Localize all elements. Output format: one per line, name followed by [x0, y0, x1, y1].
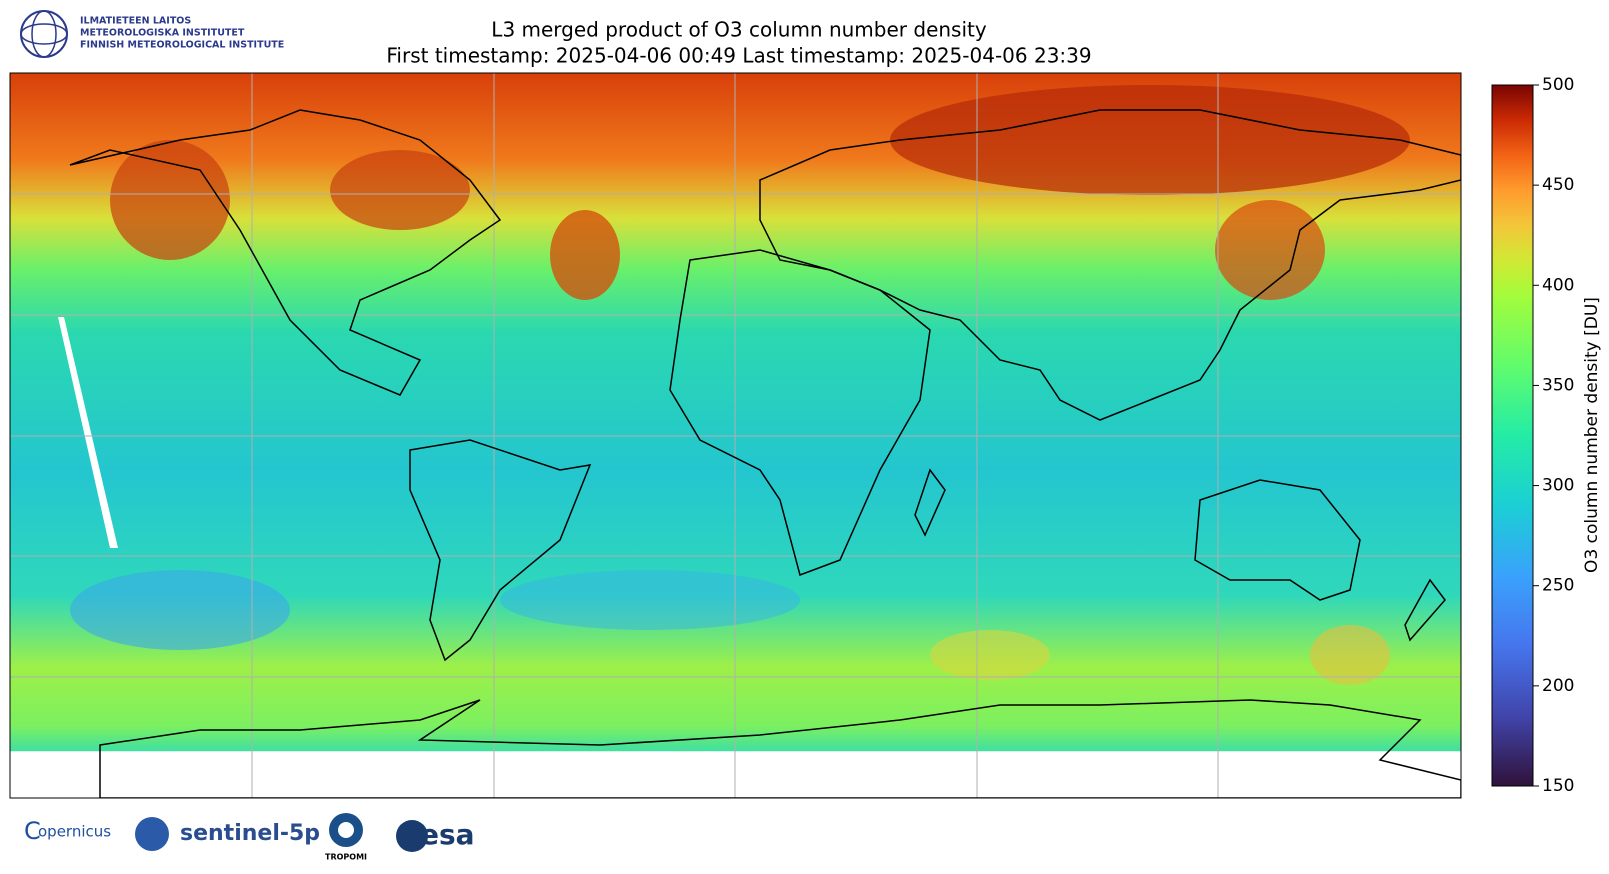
colorbar-tick-label: 300 [1542, 476, 1574, 496]
colorbar-label: O3 column number density [DU] [1582, 297, 1602, 573]
logo-text: esa [420, 818, 475, 851]
institute-logo: ILMATIETEEN LAITOS METEOROLOGISKA INSTIT… [20, 10, 284, 58]
subtitle: First timestamp: 2025-04-06 00:49 Last t… [386, 44, 1091, 68]
colorbar: O3 column number density [DU] 150 200 250 3… [1491, 75, 1602, 796]
colorbar-scale [1491, 84, 1534, 787]
ozone-map [10, 73, 1461, 798]
colorbar-tick-label: 250 [1542, 576, 1574, 596]
colorbar-tick-label: 400 [1542, 275, 1574, 295]
institute-name: ILMATIETEEN LAITOS [80, 16, 191, 27]
logo-text: opernicus [38, 823, 111, 841]
footer-logos: C opernicus sentinel-5p TROPOMI esa [24, 813, 475, 862]
institute-name: FINNISH METEOROLOGICAL INSTITUTE [80, 40, 284, 51]
logo-text: TROPOMI [325, 853, 367, 862]
graticule [10, 73, 1461, 798]
colorbar-tick-label: 450 [1542, 175, 1574, 195]
sentinel-mark [135, 817, 169, 851]
esa-mark [396, 820, 428, 852]
logo-text: sentinel-5p [180, 821, 320, 846]
copernicus-mark: C [24, 817, 41, 845]
map-frame [9, 72, 1462, 799]
colorbar-tick-label: 500 [1542, 75, 1574, 95]
title: L3 merged product of O3 column number de… [491, 18, 987, 42]
institute-name: METEOROLOGISKA INSTITUTET [80, 28, 245, 39]
colorbar-tick-label: 150 [1542, 776, 1574, 796]
colorbar-tick-label: 350 [1542, 375, 1574, 395]
coastlines [69, 109, 1461, 798]
colorbar-tick-label: 200 [1542, 676, 1574, 696]
